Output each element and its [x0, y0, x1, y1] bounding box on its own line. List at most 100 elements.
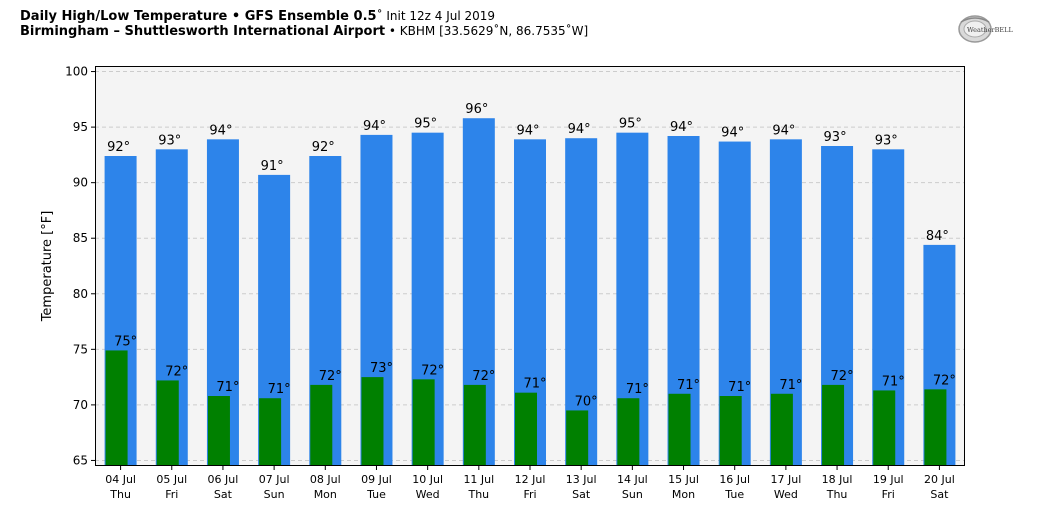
x-tick-weekday: Sat: [214, 488, 233, 501]
x-tick-date: 08 Jul: [310, 473, 341, 486]
x-tick-date: 15 Jul: [668, 473, 699, 486]
x-tick-date: 20 Jul: [924, 473, 955, 486]
high-temp-label: 96°: [465, 102, 488, 117]
low-temp-label: 71°: [779, 378, 802, 393]
low-temp-label: 71°: [523, 377, 546, 392]
bar-value-labels: 92° 75° 93° 72° 94° 71° 91° 71° 92° 72° 94° 73° 95° 7…: [107, 102, 956, 409]
low-temp-bar: [668, 393, 691, 466]
low-temp-label: 71°: [728, 380, 751, 395]
low-temp-bar: [873, 390, 896, 466]
low-temp-bar: [515, 392, 537, 466]
y-tick-label: 100: [65, 65, 88, 79]
title-init: ˚ Init 12z 4 Jul 2019: [376, 9, 496, 23]
title-main: Daily High/Low Temperature • GFS Ensembl…: [20, 9, 377, 24]
high-temp-label: 93°: [158, 133, 181, 148]
x-tick-date: 18 Jul: [822, 473, 853, 486]
low-temp-label: 71°: [882, 374, 905, 389]
x-tick-weekday: Thu: [467, 488, 489, 501]
x-tick-date: 16 Jul: [719, 473, 750, 486]
high-temp-label: 84°: [926, 229, 949, 244]
y-tick-label: 70: [73, 398, 88, 412]
x-tick-date: 19 Jul: [873, 473, 904, 486]
low-temp-bar: [617, 398, 640, 466]
low-temp-label: 72°: [319, 369, 342, 384]
high-temp-label: 94°: [363, 119, 386, 134]
x-tick-date: 10 Jul: [412, 473, 443, 486]
x-tick-date: 09 Jul: [361, 473, 392, 486]
x-tick-weekday: Wed: [416, 488, 440, 501]
station-coords: • KBHM [33.5629˚N, 86.7535˚W]: [385, 24, 589, 38]
x-tick-weekday: Thu: [826, 488, 848, 501]
x-tick-date: 06 Jul: [208, 473, 239, 486]
low-temp-bar: [719, 396, 742, 466]
x-tick-weekday: Sun: [264, 488, 285, 501]
low-temp-bar: [822, 384, 845, 466]
x-tick-weekday: Fri: [882, 488, 895, 501]
x-tick-weekday: Sat: [572, 488, 591, 501]
low-temp-bar: [361, 377, 384, 466]
low-temp-bar: [259, 398, 282, 466]
chart-subtitle: Birmingham – Shuttlesworth International…: [20, 24, 588, 39]
x-tick-weekday: Tue: [366, 488, 386, 501]
high-temp-label: 92°: [312, 140, 335, 155]
x-tick-date: 13 Jul: [566, 473, 597, 486]
high-temp-label: 94°: [209, 123, 232, 138]
y-tick-label: 95: [73, 120, 88, 134]
low-temp-label: 72°: [831, 369, 854, 384]
high-temp-label: 93°: [824, 130, 847, 145]
low-temp-bar: [412, 379, 435, 466]
y-axis: 65 70 75 80 85 90 95 100: [65, 65, 95, 467]
x-tick-weekday: Mon: [672, 488, 695, 501]
low-temp-bar: [310, 384, 333, 466]
low-temp-bar: [770, 393, 793, 466]
low-temp-label: 75°: [114, 334, 137, 349]
logo-text: WeatherBELL: [967, 26, 1013, 34]
x-tick-date: 07 Jul: [259, 473, 290, 486]
low-temp-bar: [924, 389, 947, 466]
low-temp-bar: [463, 384, 486, 466]
low-temp-label: 73°: [370, 361, 393, 376]
high-temp-label: 95°: [619, 117, 642, 132]
y-tick-label: 90: [73, 176, 88, 190]
low-temp-label: 71°: [268, 382, 291, 397]
high-temp-label: 94°: [568, 122, 591, 137]
x-axis: 04 Jul Thu 05 Jul Fri 06 Jul Sat 07 Jul Sun 08 J…: [105, 466, 955, 501]
y-tick-label: 65: [73, 453, 88, 467]
chart-title: Daily High/Low Temperature • GFS Ensembl…: [20, 9, 588, 24]
high-temp-label: 91°: [261, 159, 284, 174]
x-tick-date: 05 Jul: [156, 473, 187, 486]
x-tick-weekday: Thu: [109, 488, 131, 501]
high-temp-label: 94°: [772, 123, 795, 138]
station-name: Birmingham – Shuttlesworth International…: [20, 24, 386, 39]
high-temp-label: 94°: [516, 123, 539, 138]
high-temp-label: 93°: [875, 133, 898, 148]
x-tick-weekday: Mon: [314, 488, 337, 501]
x-tick-weekday: Wed: [774, 488, 798, 501]
y-tick-label: 85: [73, 231, 88, 245]
weatherbell-logo: WeatherBELL: [955, 12, 1021, 46]
low-temp-label: 72°: [421, 363, 444, 378]
plot-frame: [95, 66, 965, 466]
x-tick-date: 14 Jul: [617, 473, 648, 486]
x-tick-date: 04 Jul: [105, 473, 136, 486]
low-temp-bar: [156, 380, 179, 466]
low-temp-label: 70°: [575, 394, 598, 409]
low-temp-bar: [105, 350, 128, 466]
x-tick-weekday: Tue: [724, 488, 744, 501]
y-tick-label: 80: [73, 287, 88, 301]
low-temp-label: 72°: [472, 369, 495, 384]
low-temp-label: 71°: [626, 382, 649, 397]
low-temp-label: 72°: [933, 373, 956, 388]
low-temp-label: 71°: [216, 380, 239, 395]
chart-header: Daily High/Low Temperature • GFS Ensembl…: [20, 9, 588, 39]
x-tick-date: 11 Jul: [463, 473, 494, 486]
x-tick-date: 12 Jul: [515, 473, 546, 486]
low-temp-bar: [207, 396, 230, 466]
low-temp-bar: [566, 410, 589, 466]
x-tick-weekday: Sat: [930, 488, 949, 501]
low-temp-bars: [105, 350, 947, 466]
high-temp-label: 95°: [414, 117, 437, 132]
low-temp-label: 72°: [165, 364, 188, 379]
y-axis-label: Temperature [°F]: [40, 211, 55, 323]
